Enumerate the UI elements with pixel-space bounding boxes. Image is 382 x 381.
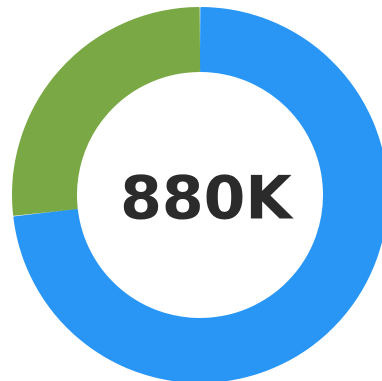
donut-slice-2 bbox=[12, 7, 201, 216]
donut-slice-1 bbox=[13, 7, 382, 381]
donut-slices bbox=[12, 7, 382, 381]
center-value-label: 880K bbox=[120, 164, 294, 234]
